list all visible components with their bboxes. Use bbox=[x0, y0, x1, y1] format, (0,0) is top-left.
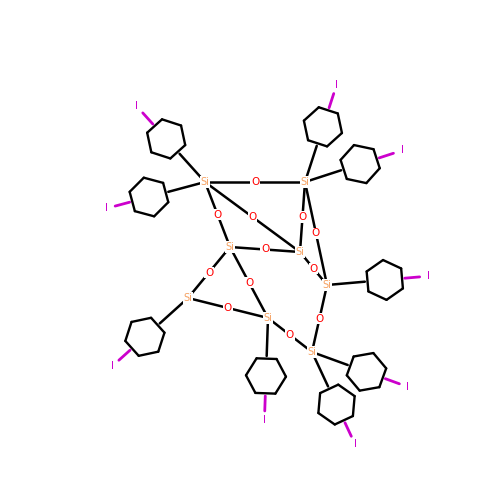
Text: Si: Si bbox=[264, 313, 272, 323]
Text: Si: Si bbox=[300, 177, 310, 187]
Text: Si: Si bbox=[308, 347, 316, 357]
Text: O: O bbox=[224, 303, 232, 313]
Text: Si: Si bbox=[322, 280, 332, 290]
Text: Si: Si bbox=[226, 242, 234, 252]
Text: O: O bbox=[316, 314, 324, 324]
Text: O: O bbox=[214, 210, 222, 220]
Text: I: I bbox=[110, 362, 114, 372]
Text: O: O bbox=[245, 278, 253, 287]
Text: Si: Si bbox=[184, 293, 192, 303]
Text: I: I bbox=[263, 415, 266, 425]
Text: O: O bbox=[261, 244, 269, 254]
Text: I: I bbox=[354, 440, 356, 450]
Text: Si: Si bbox=[200, 177, 209, 187]
Text: I: I bbox=[135, 101, 138, 111]
Text: O: O bbox=[298, 212, 306, 222]
Text: O: O bbox=[251, 177, 259, 187]
Text: O: O bbox=[205, 268, 213, 278]
Text: Si: Si bbox=[296, 247, 304, 257]
Text: O: O bbox=[248, 212, 256, 222]
Text: I: I bbox=[335, 80, 338, 90]
Text: O: O bbox=[310, 264, 318, 274]
Text: I: I bbox=[427, 271, 430, 281]
Text: O: O bbox=[286, 330, 294, 340]
Text: O: O bbox=[312, 228, 320, 238]
Text: I: I bbox=[400, 146, 404, 156]
Text: I: I bbox=[105, 204, 108, 214]
Text: I: I bbox=[406, 382, 410, 392]
